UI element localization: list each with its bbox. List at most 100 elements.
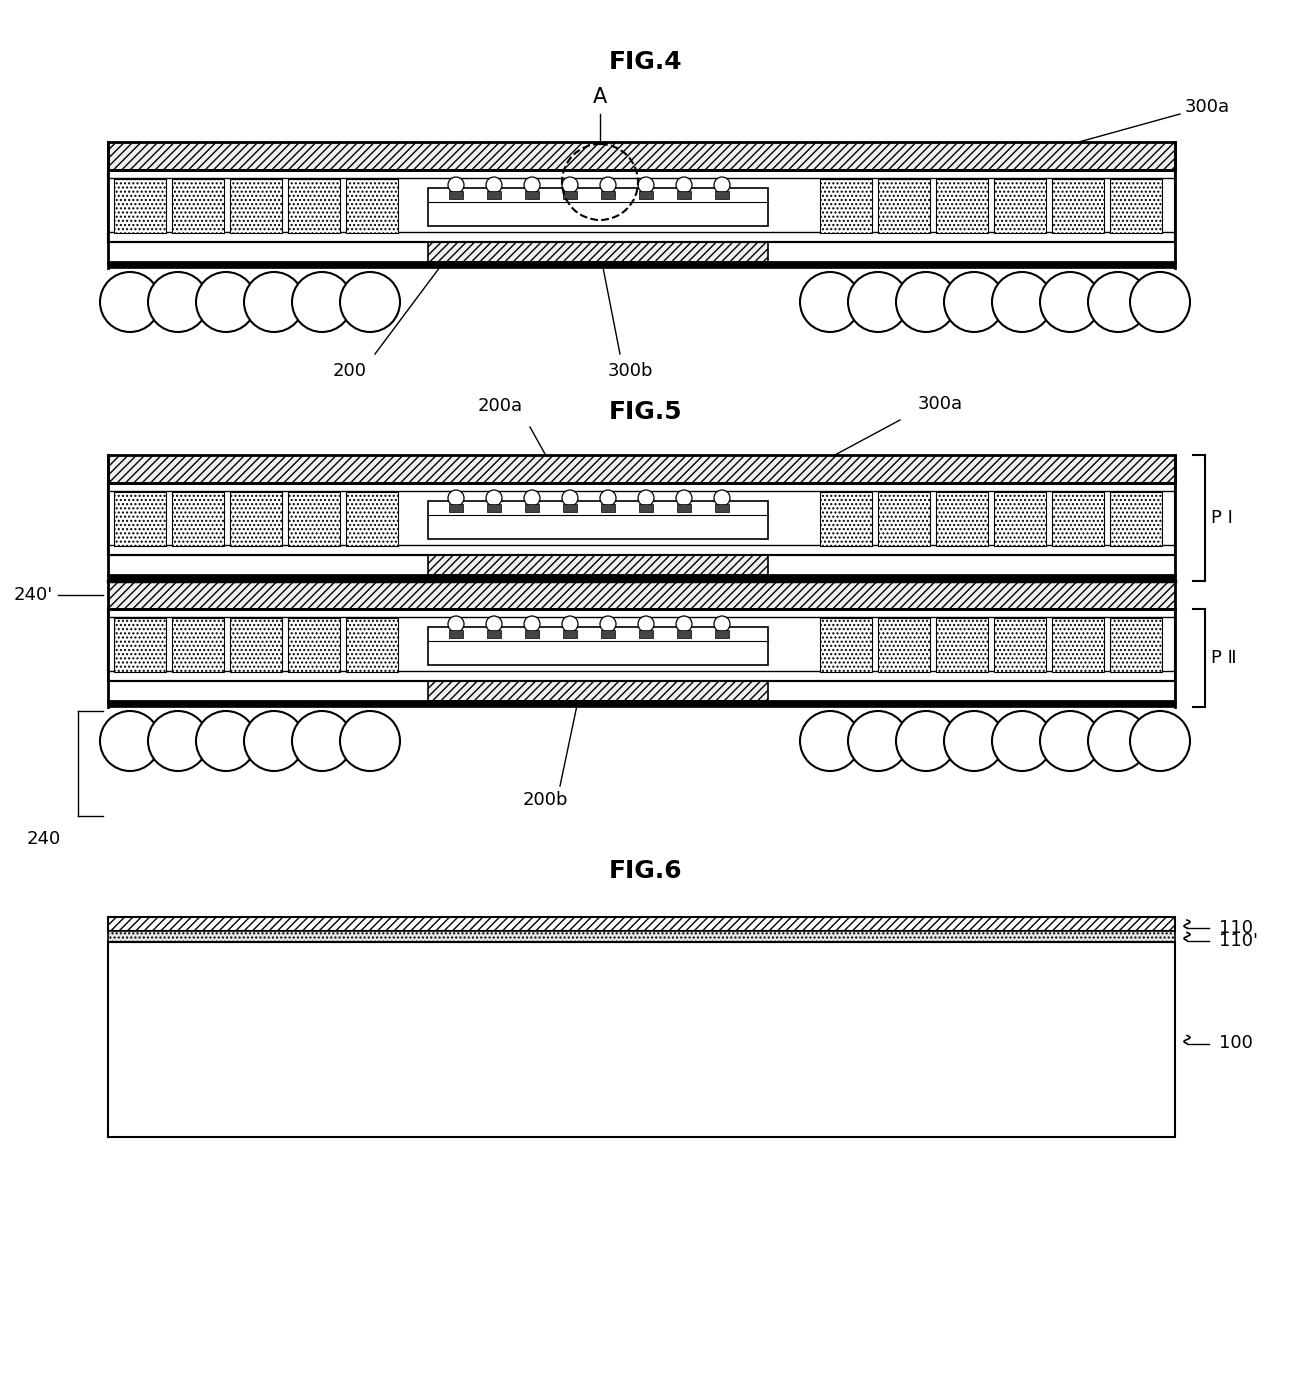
Bar	[562, 630, 577, 637]
Text: FIG.4: FIG.4	[609, 50, 683, 74]
Circle shape	[1087, 712, 1148, 772]
Circle shape	[486, 178, 502, 193]
Bar	[428, 187, 768, 226]
Bar	[878, 492, 930, 547]
Bar	[678, 192, 690, 199]
Text: 240': 240'	[14, 586, 53, 604]
Bar	[994, 179, 1046, 233]
Bar	[525, 192, 539, 199]
Circle shape	[714, 491, 731, 506]
Circle shape	[992, 712, 1053, 772]
Circle shape	[992, 273, 1053, 331]
Circle shape	[486, 491, 502, 506]
Circle shape	[100, 712, 160, 772]
Bar	[678, 630, 690, 637]
Text: P Ⅰ: P Ⅰ	[1212, 509, 1232, 527]
Text: FIG.5: FIG.5	[609, 400, 683, 424]
Circle shape	[1040, 712, 1100, 772]
Circle shape	[197, 273, 256, 331]
Circle shape	[1130, 712, 1190, 772]
Bar	[1053, 618, 1104, 672]
Bar	[449, 505, 463, 512]
Bar	[639, 192, 653, 199]
Bar	[525, 630, 539, 637]
Bar	[994, 492, 1046, 547]
Bar	[1109, 492, 1162, 547]
Bar	[109, 610, 1175, 681]
Bar	[109, 942, 1175, 1137]
Text: FIG.6: FIG.6	[609, 858, 683, 884]
Bar	[639, 630, 653, 637]
Bar	[601, 630, 615, 637]
Bar	[109, 454, 1175, 482]
Circle shape	[292, 712, 352, 772]
Bar	[428, 242, 768, 261]
Bar	[820, 618, 871, 672]
Bar	[288, 179, 340, 233]
Bar	[114, 492, 166, 547]
Bar	[172, 179, 224, 233]
Circle shape	[147, 712, 208, 772]
Circle shape	[714, 617, 731, 632]
Text: 300a: 300a	[1184, 98, 1230, 116]
Bar	[347, 618, 398, 672]
Circle shape	[562, 617, 578, 632]
Circle shape	[524, 178, 540, 193]
Circle shape	[896, 273, 956, 331]
Circle shape	[600, 178, 615, 193]
Bar	[114, 618, 166, 672]
Bar	[601, 505, 615, 512]
Circle shape	[292, 273, 352, 331]
Text: 240: 240	[27, 830, 61, 849]
Bar	[878, 179, 930, 233]
Bar	[109, 482, 1175, 555]
Text: 300a: 300a	[918, 396, 963, 412]
Circle shape	[447, 491, 464, 506]
Bar	[562, 505, 577, 512]
Text: A: A	[593, 87, 608, 108]
Bar	[428, 681, 768, 700]
Bar	[347, 492, 398, 547]
Circle shape	[524, 617, 540, 632]
Bar	[1053, 179, 1104, 233]
Bar	[109, 917, 1175, 931]
Circle shape	[147, 273, 208, 331]
Bar	[428, 500, 768, 540]
Circle shape	[800, 712, 860, 772]
Bar	[428, 555, 768, 575]
Circle shape	[562, 491, 578, 506]
Circle shape	[524, 491, 540, 506]
Circle shape	[1087, 273, 1148, 331]
Text: 110': 110'	[1219, 931, 1258, 949]
Bar	[639, 505, 653, 512]
Bar	[1053, 492, 1104, 547]
Circle shape	[447, 617, 464, 632]
Bar	[715, 505, 729, 512]
Bar	[936, 618, 988, 672]
Text: 110: 110	[1219, 918, 1253, 937]
Bar	[715, 630, 729, 637]
Bar	[525, 505, 539, 512]
Bar	[109, 171, 1175, 242]
Bar	[715, 192, 729, 199]
Bar	[288, 618, 340, 672]
Bar	[230, 179, 282, 233]
Bar	[109, 143, 1175, 171]
Circle shape	[447, 178, 464, 193]
Bar	[172, 618, 224, 672]
Bar	[487, 192, 500, 199]
Text: 200b: 200b	[522, 791, 568, 809]
Bar	[449, 192, 463, 199]
Bar	[487, 630, 500, 637]
Circle shape	[100, 273, 160, 331]
Bar	[230, 618, 282, 672]
Bar	[994, 618, 1046, 672]
Bar	[487, 505, 500, 512]
Bar	[562, 192, 577, 199]
Bar	[820, 492, 871, 547]
Circle shape	[1040, 273, 1100, 331]
Bar	[114, 179, 166, 233]
Circle shape	[676, 491, 692, 506]
Circle shape	[800, 273, 860, 331]
Text: P Ⅱ: P Ⅱ	[1212, 649, 1236, 667]
